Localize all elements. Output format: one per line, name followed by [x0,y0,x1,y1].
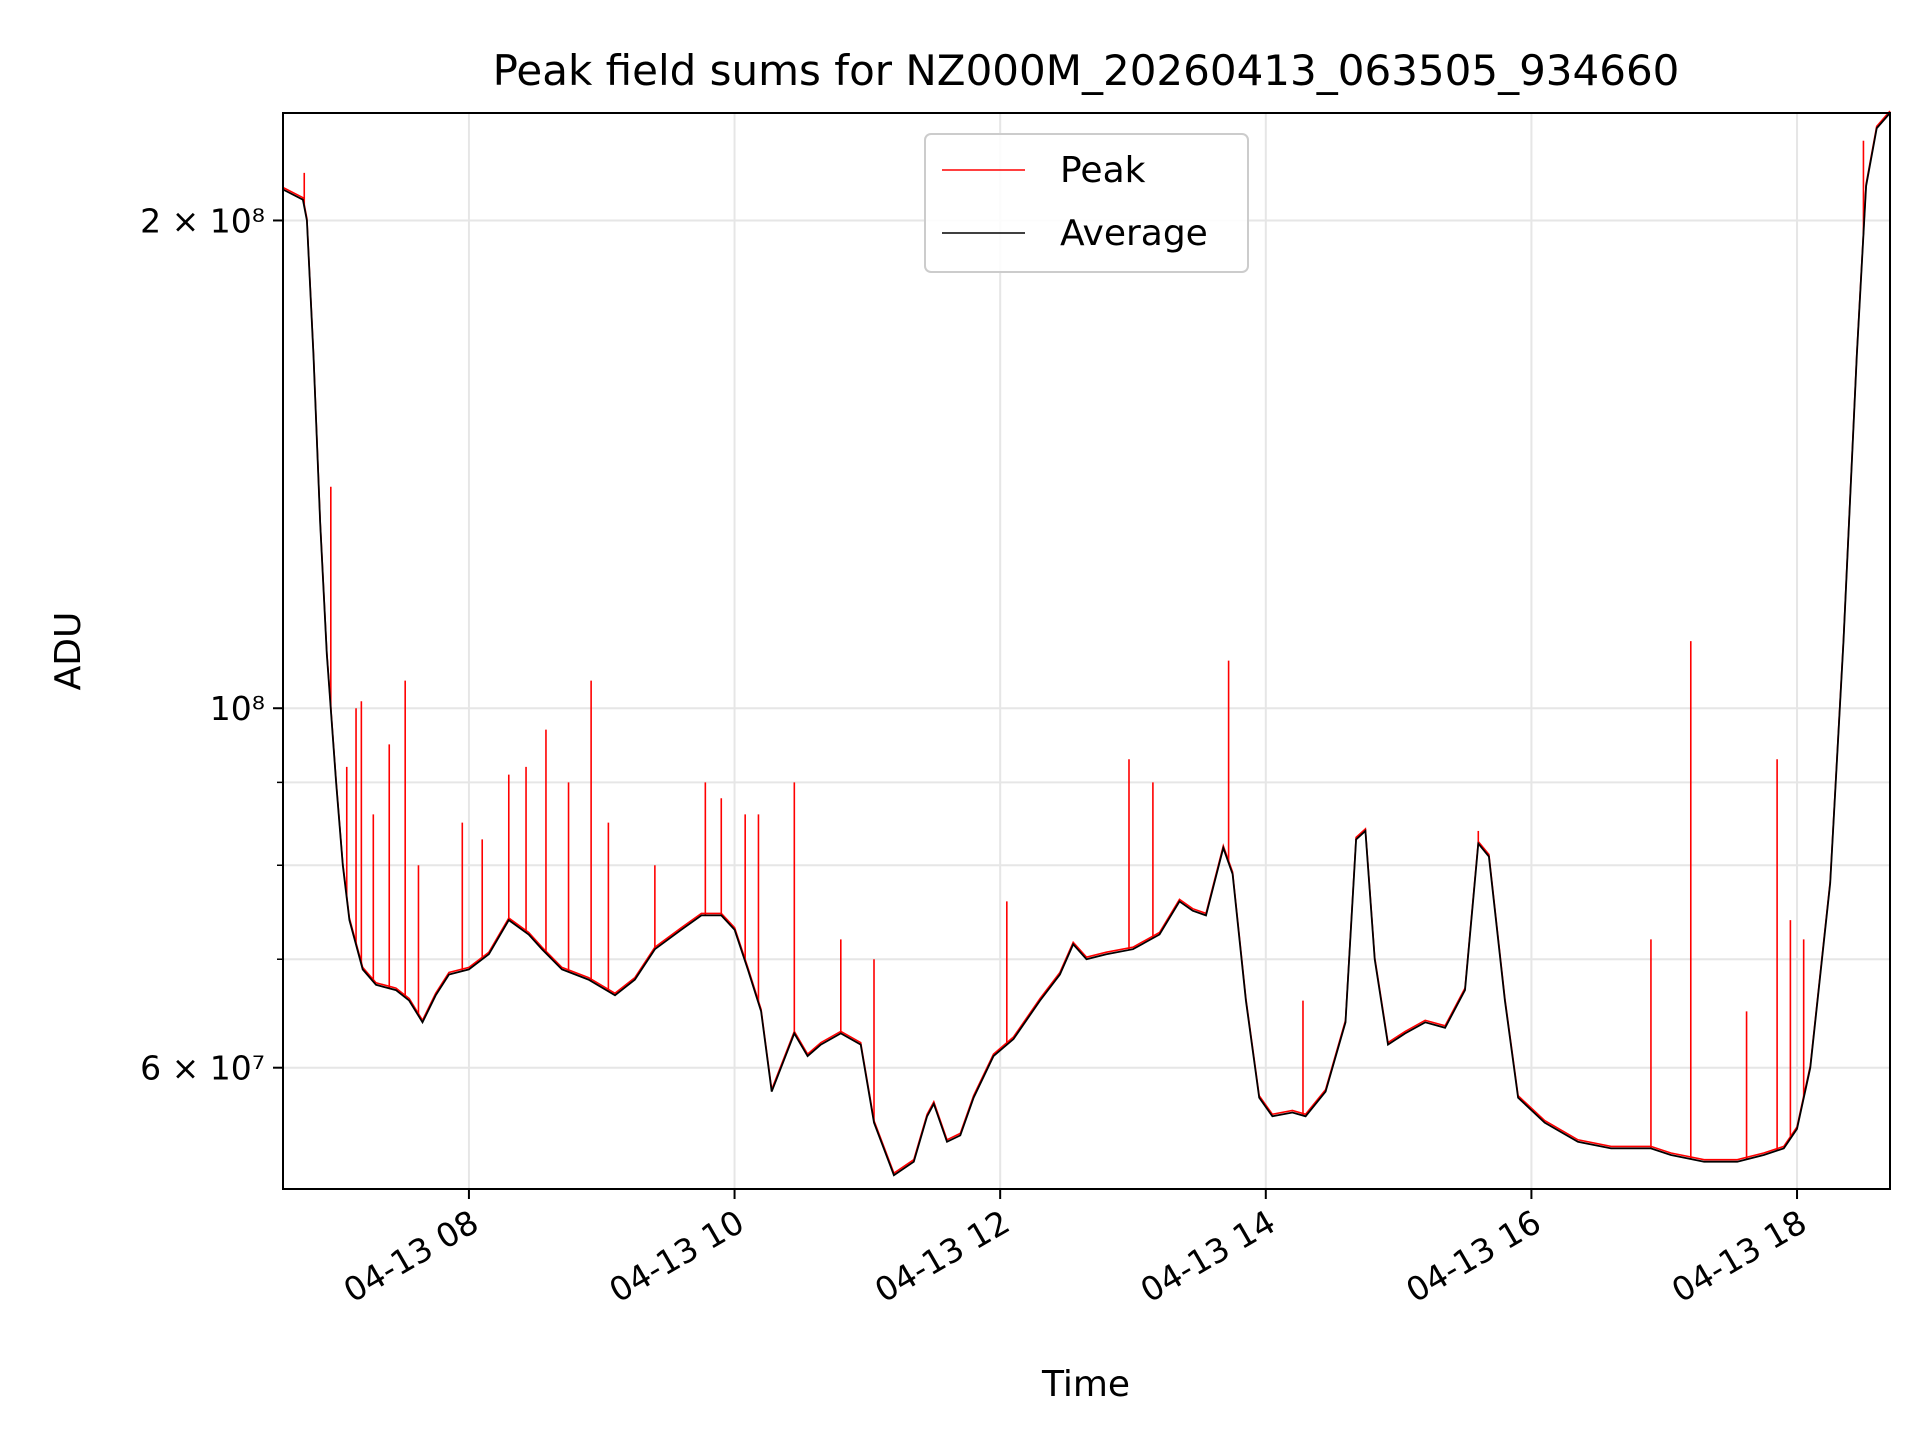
legend-peak-label: Peak [1060,150,1146,191]
x-axis-title: Time [1041,1364,1130,1405]
legend-box [924,133,1249,273]
y-tick-label: 6 × 10⁷ [140,1049,265,1088]
legend-average-label: Average [1060,213,1208,254]
plot-frame [282,112,1891,1190]
y-tick-label: 10⁸ [210,689,265,728]
y-axis-title: ADU [48,612,89,691]
plot-layer [282,110,1891,1177]
average-series-line [282,112,1891,1177]
peak-series-line [282,110,1891,1175]
y-tick-label: 2 × 10⁸ [140,201,265,240]
legend: Peak Average [924,133,1249,273]
chart-title: Peak field sums for NZ000M_20260413_0635… [493,46,1680,95]
